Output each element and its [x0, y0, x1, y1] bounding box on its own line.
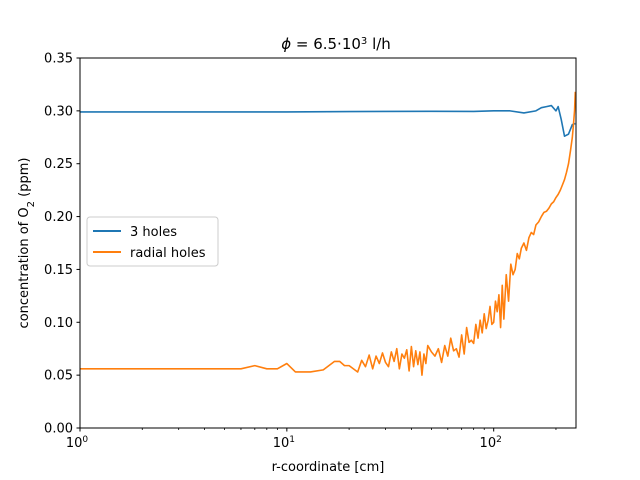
legend-box [86, 216, 219, 267]
y-label-pre: concentration of O [17, 207, 32, 328]
y-tick-label: 0.35 [44, 52, 73, 67]
chart-title: ϕ = 6.5·103 l/h [281, 35, 391, 53]
x-tick-label: 102 [480, 435, 502, 451]
y-tick-label: 0.20 [44, 210, 73, 225]
title-text: = 6.5·10 [291, 35, 361, 53]
series-line-3-holes [80, 104, 576, 138]
title-unit: l/h [367, 35, 391, 53]
series-layer [80, 91, 577, 376]
y-label-post: (ppm) [17, 158, 32, 201]
y-tick-label: 0.25 [44, 157, 73, 172]
series-line-radial-holes [80, 91, 577, 376]
y-tick-label: 0.10 [44, 316, 73, 331]
y-tick-label: 0.30 [44, 104, 73, 119]
y-tick-label: 0.05 [44, 369, 73, 384]
y-tick-label: 0.15 [44, 263, 73, 278]
x-axis-label: r-coordinate [cm] [272, 460, 385, 475]
y-label-sub: 2 [26, 201, 37, 207]
title-exponent: 3 [361, 36, 367, 47]
y-tick-label: 0.00 [44, 422, 73, 437]
legend-label-radial-holes: radial holes [130, 246, 206, 261]
title-symbol: ϕ [281, 35, 291, 53]
y-axis-label: concentration of O2 (ppm) [17, 158, 37, 329]
plot-frame [79, 57, 577, 429]
tick-layer: 0.00 0.05 0.10 0.15 0.20 0.25 0.30 0.35 100 101 10… [44, 52, 557, 451]
x-tick-label: 101 [273, 435, 295, 451]
x-tick-label: 100 [66, 435, 89, 451]
legend: 3 holes radial holes [86, 216, 219, 267]
legend-label-3-holes: 3 holes [130, 225, 177, 240]
